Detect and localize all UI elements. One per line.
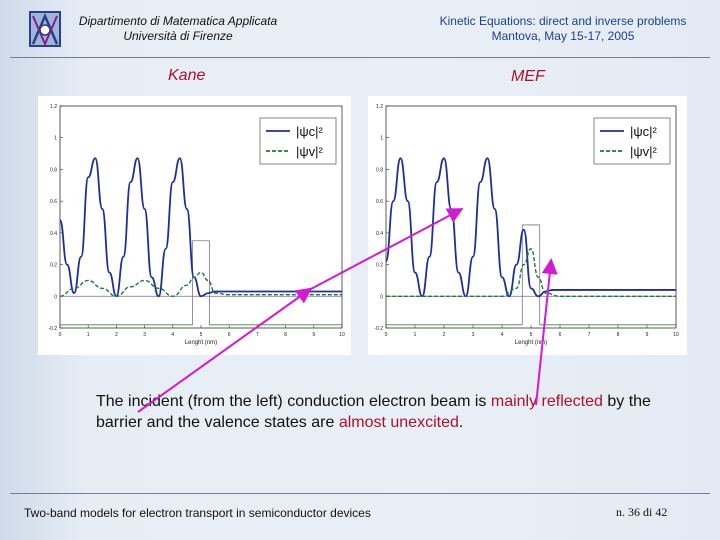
x-tick-label: 3 (143, 332, 146, 338)
caption-part-3: . (458, 414, 464, 431)
header-department: Dipartimento di Matematica Applicata (78, 14, 278, 28)
header-divider (10, 57, 710, 58)
header-institution: Dipartimento di Matematica Applicata Uni… (78, 14, 278, 44)
x-tick-label: 10 (339, 332, 345, 338)
caption-part-1: The incident (from the left) conduction … (96, 393, 491, 410)
header-conference-title: Kinetic Equations: direct and inverse pr… (439, 14, 687, 28)
y-tick-label: 0.8 (376, 167, 383, 173)
x-tick-label: 10 (673, 332, 679, 338)
legend-box (593, 117, 671, 165)
x-tick-label: 5 (200, 332, 203, 338)
barrier-outline (192, 240, 210, 325)
legend-label: |ψc|² (630, 124, 658, 139)
x-tick-label: 6 (559, 332, 562, 338)
x-tick-label: 7 (256, 332, 259, 338)
y-tick-label: 1.2 (50, 104, 57, 110)
x-tick-label: 3 (472, 332, 475, 338)
university-logo-icon (29, 11, 61, 47)
x-tick-label: 2 (443, 332, 446, 338)
header-university: Università di Firenze (123, 29, 233, 43)
chart-panel-kane: -0.2 0 0.2 0.4 0.6 0.8 1 1.2 0 1 2 3 4 5 6 7 8 9 10 Lenght … (38, 96, 351, 355)
footer-divider (10, 493, 710, 494)
label-kane: Kane (168, 67, 206, 84)
legend-label: |ψv|² (630, 144, 658, 159)
y-tick-label: -0.2 (48, 326, 57, 332)
x-axis-label: Lenght (nm) (185, 340, 217, 346)
x-axis-label: Lenght (nm) (515, 340, 547, 346)
label-mef: MEF (511, 68, 545, 85)
caption-highlight-2: almost unexcited (338, 414, 459, 431)
y-tick-label: 1.2 (376, 104, 383, 110)
x-tick-label: 8 (284, 332, 287, 338)
page-number: n. 36 di 42 (616, 505, 668, 519)
legend-label: |ψc|² (296, 124, 324, 139)
chart-mef: -0.200.20.40.60.811.20 1 2 3 4 5 6 7 8 9 10Lenght … (374, 104, 679, 346)
series-line-valence (386, 248, 676, 297)
x-tick-label: 9 (312, 332, 315, 338)
y-tick-label: 0.2 (50, 263, 57, 269)
y-tick-label: 0.8 (50, 167, 57, 173)
y-tick-label: 0.4 (50, 231, 57, 237)
y-tick-label: -0.2 (374, 326, 383, 332)
x-tick-label: 8 (617, 332, 620, 338)
y-tick-label: 0 (380, 294, 383, 300)
y-tick-label: 0.6 (376, 199, 383, 205)
y-tick-label: 0.4 (376, 231, 383, 237)
footer-title: Two-band models for electron transport i… (24, 506, 371, 520)
x-tick-label: 4 (171, 332, 174, 338)
y-tick-label: 0.6 (50, 199, 57, 205)
y-tick-label: 1 (380, 136, 383, 142)
x-tick-label: 1 (87, 332, 90, 338)
chart-panel-mef: -0.2 0 0.2 0.4 0.6 0.8 1 1.2 0 1 2 3 4 5 6 7 8 9 10 Lenght … (368, 96, 687, 355)
x-tick-label: 0 (385, 332, 388, 338)
header-conference: Kinetic Equations: direct and inverse pr… (430, 14, 696, 44)
x-tick-label: 6 (228, 332, 231, 338)
caption-text: The incident (from the left) conduction … (96, 391, 696, 433)
legend-label: |ψv|² (296, 144, 324, 159)
header-conference-date: Mantova, May 15-17, 2005 (491, 29, 635, 43)
x-tick-label: 5 (530, 332, 533, 338)
x-tick-label: 4 (501, 332, 504, 338)
legend-box (259, 117, 337, 165)
x-tick-label: 0 (59, 332, 62, 338)
x-tick-label: 9 (646, 332, 649, 338)
caption-part-2: by the barrier and the valence states ar… (96, 393, 651, 431)
y-tick-label: 0.2 (376, 263, 383, 269)
x-tick-label: 1 (414, 332, 417, 338)
caption-highlight-1: mainly reflected (490, 393, 603, 410)
y-tick-label: 1 (54, 136, 57, 142)
chart-kane: -0.200.20.40.60.811.20 1 2 3 4 5 6 7 8 9 10Lenght … (48, 104, 345, 346)
x-tick-label: 2 (115, 332, 118, 338)
x-tick-label: 7 (588, 332, 591, 338)
y-tick-label: 0 (54, 294, 57, 300)
